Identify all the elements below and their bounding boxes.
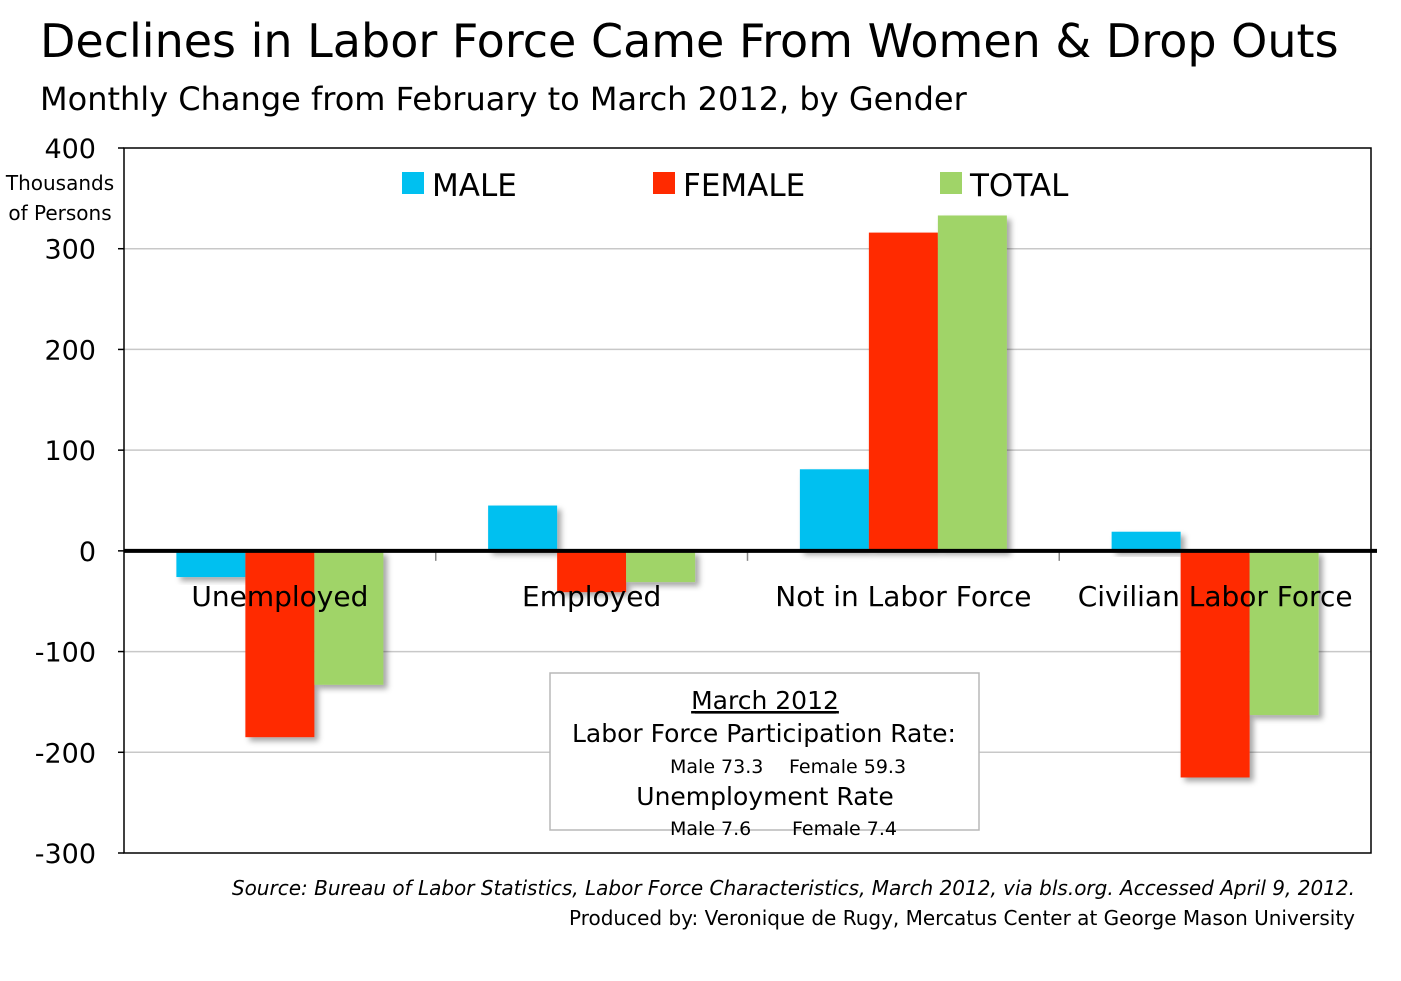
bar-male	[488, 505, 558, 551]
y-axis-label: Thousands	[5, 171, 114, 195]
annotation-female-ur: Female 7.4	[792, 818, 897, 840]
bar-female	[868, 232, 938, 551]
y-tick-label: -100	[35, 638, 96, 669]
y-tick-label: 400	[44, 134, 96, 165]
y-tick-label: 200	[44, 335, 96, 366]
bar-total	[626, 550, 696, 583]
bar-total	[937, 215, 1007, 551]
annotation-ur-label: Unemployment Rate	[636, 782, 893, 811]
chart-subtitle: Monthly Change from February to March 20…	[40, 80, 967, 118]
annotation-lfpr-label: Labor Force Participation Rate:	[572, 719, 956, 748]
bar-total	[1249, 550, 1319, 716]
source-note: Source: Bureau of Labor Statistics, Labo…	[231, 876, 1355, 900]
bar-female	[245, 550, 315, 738]
bar-female	[1180, 550, 1250, 778]
legend-label-male: MALE	[432, 168, 517, 204]
bar-female	[557, 550, 627, 593]
plot-frame	[123, 147, 1372, 854]
legend-swatch-female	[653, 172, 675, 194]
category-label: Unemployed	[191, 580, 368, 613]
bar-male	[1111, 531, 1181, 551]
annotation-heading: March 2012	[691, 686, 839, 715]
y-tick-label: 0	[79, 537, 96, 568]
y-tick-label: -200	[35, 738, 96, 769]
y-axis-label: of Persons	[8, 201, 111, 225]
bar-male	[176, 550, 246, 578]
annotation-box	[549, 672, 980, 831]
credit-note: Produced by: Veronique de Rugy, Mercatus…	[569, 906, 1355, 930]
annotation-male-ur: Male 7.6	[670, 818, 751, 840]
chart-title: Declines in Labor Force Came From Women …	[40, 14, 1339, 68]
annotation-male-lfpr: Male 73.3	[670, 756, 763, 778]
category-label: Not in Labor Force	[775, 580, 1031, 613]
legend-swatch-male	[402, 172, 424, 194]
legend-label-female: FEMALE	[683, 168, 805, 204]
annotation-female-lfpr: Female 59.3	[789, 756, 906, 778]
bar-male	[799, 469, 869, 551]
category-label: Employed	[522, 580, 661, 613]
y-tick-label: 300	[44, 235, 96, 266]
legend-label-total: TOTAL	[969, 168, 1069, 204]
y-tick-label: 100	[44, 436, 96, 467]
legend-swatch-total	[940, 172, 962, 194]
y-tick-label: -300	[35, 839, 96, 870]
bar-total	[314, 550, 384, 685]
category-label: Civilian Labor Force	[1078, 580, 1353, 613]
